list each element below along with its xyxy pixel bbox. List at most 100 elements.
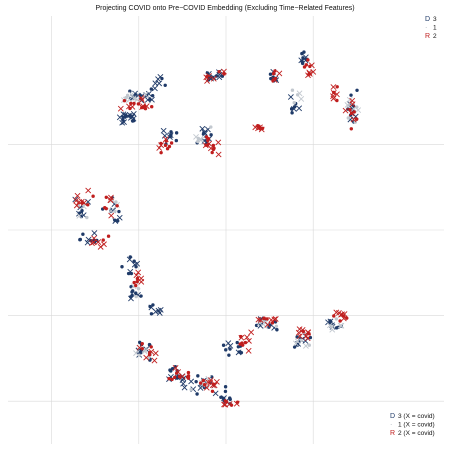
data-point-series-2 bbox=[167, 376, 171, 381]
data-point-covid-series-3 bbox=[91, 230, 98, 236]
data-point-series-1 bbox=[189, 387, 193, 392]
data-point-covid-series-3 bbox=[148, 304, 155, 311]
data-point-covid-series-3 bbox=[181, 384, 188, 391]
data-point-series-3 bbox=[196, 374, 200, 378]
data-point-covid-series-1 bbox=[337, 322, 344, 329]
data-point-series-3 bbox=[223, 389, 228, 394]
data-point-covid-series-2 bbox=[264, 321, 271, 328]
data-point-covid-series-3 bbox=[225, 340, 232, 347]
data-point-series-2 bbox=[238, 342, 242, 346]
legend-label-3: 3 bbox=[433, 16, 437, 23]
data-point-covid-series-2 bbox=[203, 74, 210, 81]
data-point-series-3 bbox=[289, 107, 294, 111]
data-point-series-3 bbox=[254, 323, 259, 328]
data-point-series-3 bbox=[149, 312, 154, 316]
data-point-series-2 bbox=[354, 117, 359, 121]
data-point-covid-series-3 bbox=[235, 349, 242, 356]
legend-glyph-2: R bbox=[390, 430, 395, 437]
data-point-covid-series-1 bbox=[128, 91, 135, 98]
data-point-series-2 bbox=[135, 276, 140, 281]
data-point-series-2 bbox=[149, 345, 153, 349]
data-point-series-3 bbox=[169, 130, 173, 134]
data-point-covid-series-3 bbox=[201, 138, 208, 144]
data-point-series-1 bbox=[290, 88, 295, 92]
data-point-series-3 bbox=[290, 111, 294, 115]
data-point-covid-series-2 bbox=[151, 357, 158, 364]
data-point-covid-series-1 bbox=[108, 207, 115, 214]
data-point-series-3 bbox=[174, 138, 179, 143]
data-point-series-3 bbox=[209, 133, 213, 137]
data-point-series-2 bbox=[306, 58, 310, 62]
data-point-covid-series-3 bbox=[144, 96, 151, 103]
data-point-series-3 bbox=[195, 392, 199, 396]
data-point-series-2 bbox=[265, 317, 269, 321]
data-point-covid-series-2 bbox=[248, 329, 255, 336]
data-point-covid-series-2 bbox=[255, 316, 262, 323]
data-point-series-2 bbox=[122, 98, 127, 103]
data-point-series-2 bbox=[169, 141, 174, 145]
data-point-series-2 bbox=[338, 319, 342, 323]
data-point-series-1 bbox=[299, 338, 304, 342]
data-point-series-3 bbox=[349, 93, 353, 97]
data-point-series-3 bbox=[235, 340, 239, 345]
data-point-series-3 bbox=[351, 104, 356, 108]
data-point-series-1 bbox=[209, 125, 213, 129]
data-point-series-2 bbox=[270, 321, 275, 325]
data-point-series-3 bbox=[117, 209, 121, 214]
data-point-covid-series-2 bbox=[207, 379, 214, 386]
data-point-covid-series-2 bbox=[297, 333, 303, 340]
data-point-covid-series-2 bbox=[172, 365, 179, 371]
data-point-covid-series-2 bbox=[244, 334, 250, 341]
data-point-series-1 bbox=[330, 324, 334, 328]
data-point-series-2 bbox=[204, 135, 209, 139]
data-point-series-3 bbox=[150, 93, 155, 98]
data-point-covid-series-2 bbox=[136, 344, 143, 351]
data-point-series-2 bbox=[211, 143, 216, 148]
data-point-series-1 bbox=[134, 294, 138, 299]
data-point-series-3 bbox=[224, 348, 228, 352]
data-point-covid-series-2 bbox=[138, 275, 145, 282]
data-point-covid-series-2 bbox=[135, 269, 142, 276]
data-point-covid-series-2 bbox=[152, 350, 159, 357]
data-point-series-2 bbox=[235, 400, 240, 404]
data-point-covid-series-1 bbox=[197, 136, 203, 143]
data-point-series-2 bbox=[210, 150, 214, 155]
data-point-covid-series-3 bbox=[180, 380, 187, 387]
data-point-series-3 bbox=[78, 238, 82, 242]
data-point-covid-series-2 bbox=[221, 401, 227, 408]
data-point-covid-series-2 bbox=[245, 347, 252, 354]
data-point-series-2 bbox=[349, 127, 354, 131]
data-point-series-3 bbox=[220, 74, 225, 78]
data-point-series-2 bbox=[273, 76, 277, 81]
data-point-covid-series-1 bbox=[326, 322, 333, 329]
data-point-series-1 bbox=[137, 353, 141, 357]
data-point-covid-series-3 bbox=[112, 218, 119, 224]
data-point-series-2 bbox=[271, 72, 276, 76]
data-point-covid-series-2 bbox=[203, 384, 210, 391]
data-point-covid-series-2 bbox=[215, 151, 222, 158]
data-point-series-2 bbox=[150, 104, 154, 109]
data-point-covid-series-1 bbox=[329, 326, 336, 333]
data-point-series-2 bbox=[262, 316, 266, 320]
data-point-series-3 bbox=[124, 114, 128, 118]
data-point-series-2 bbox=[332, 314, 336, 318]
data-point-covid-series-1 bbox=[294, 338, 301, 345]
data-point-covid-series-3 bbox=[296, 105, 303, 112]
data-point-series-1 bbox=[85, 215, 89, 220]
data-point-series-2 bbox=[260, 126, 265, 131]
data-point-covid-series-2 bbox=[339, 311, 346, 318]
data-point-series-2 bbox=[308, 64, 312, 69]
data-point-series-2 bbox=[129, 101, 133, 106]
data-point-covid-series-2 bbox=[349, 97, 356, 104]
data-point-covid-series-2 bbox=[73, 197, 80, 204]
data-point-series-3 bbox=[236, 345, 241, 349]
data-point-covid-series-2 bbox=[335, 309, 342, 316]
data-point-series-2 bbox=[147, 353, 152, 357]
legend-label-2: 2 bbox=[433, 33, 437, 40]
data-point-covid-series-1 bbox=[355, 107, 362, 114]
data-point-series-1 bbox=[346, 116, 351, 120]
data-point-covid-series-2 bbox=[179, 373, 186, 380]
data-point-series-3 bbox=[160, 76, 164, 81]
data-point-series-2 bbox=[335, 98, 339, 103]
data-point-series-2 bbox=[159, 150, 163, 155]
